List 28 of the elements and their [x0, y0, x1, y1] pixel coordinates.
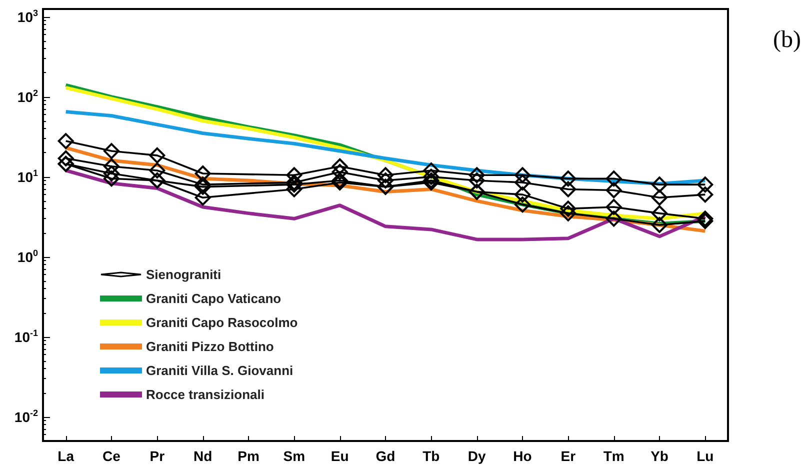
legend-label: Sienograniti: [146, 267, 222, 282]
x-tick-label: Ho: [513, 448, 532, 464]
y-tick-label: 10$^{2}$: [17, 88, 38, 106]
x-tick-label: Pr: [150, 448, 166, 464]
y-tick-label: 10$^{-2}$: [14, 408, 38, 426]
y-tick-label: 10$^{3}$: [17, 8, 38, 26]
legend-label: Graniti Capo Rasocolmo: [146, 315, 298, 330]
legend-label: Graniti Capo Vaticano: [146, 291, 282, 306]
x-tick-label: Lu: [696, 448, 714, 464]
x-tick-label: Tm: [603, 448, 624, 464]
text: (b): [773, 27, 801, 53]
x-tick-label: Ce: [102, 448, 121, 464]
x-tick-label: Dy: [468, 448, 486, 464]
x-tick-label: Sm: [283, 448, 306, 464]
y-tick-label: 10$^{0}$: [17, 248, 38, 266]
x-tick-label: La: [58, 448, 74, 464]
x-tick-label: Gd: [376, 448, 396, 464]
x-tick-label: Er: [560, 448, 576, 464]
y-tick-label: 10$^{1}$: [17, 168, 38, 186]
x-tick-label: Yb: [650, 448, 668, 464]
legend-label: Graniti Villa S. Giovanni: [146, 363, 294, 378]
legend-label: Rocce transizionali: [146, 387, 264, 402]
x-tick-label: Tb: [422, 448, 440, 464]
x-tick-label: Nd: [193, 448, 212, 464]
x-tick-label: Eu: [330, 448, 349, 464]
legend-label: Graniti Pizzo Bottino: [146, 339, 274, 354]
x-tick-label: Pm: [238, 448, 260, 464]
y-tick-label: 10$^{-1}$: [14, 328, 38, 346]
